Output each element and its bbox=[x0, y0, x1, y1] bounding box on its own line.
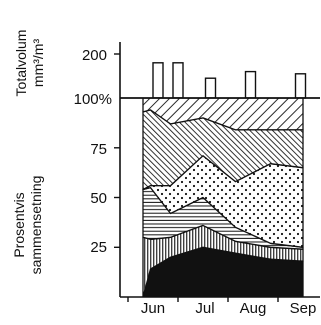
top-axis-title-line2: mm³/m³ bbox=[30, 39, 46, 88]
tick-label-100pct: 100% bbox=[74, 91, 112, 108]
bottom-axis-title-line2: sammensetning bbox=[28, 176, 44, 275]
tick-label-25: 25 bbox=[90, 239, 107, 256]
volume-bar-3 bbox=[244, 70, 257, 99]
x-label-jul: Jul bbox=[195, 300, 214, 317]
x-label-aug: Aug bbox=[240, 300, 267, 317]
area-diagonal-wide bbox=[142, 98, 304, 131]
composition-areas bbox=[142, 98, 304, 297]
volume-bar-1 bbox=[172, 62, 184, 99]
bottom-axis-title-line1: Prosentvis bbox=[11, 192, 27, 257]
volume-bar-0 bbox=[152, 62, 164, 99]
x-label-sep: Sep bbox=[290, 300, 317, 317]
volume-bar-4 bbox=[294, 73, 307, 99]
tick-label-50: 50 bbox=[90, 190, 107, 207]
axis-ticks bbox=[114, 53, 279, 302]
x-label-jun: Jun bbox=[141, 300, 165, 317]
tick-label-200: 200 bbox=[82, 47, 107, 64]
volume-bar-2 bbox=[204, 77, 217, 99]
top-axis-title-line1: Totalvolum bbox=[13, 30, 29, 97]
total-volume-bars bbox=[152, 62, 307, 99]
tick-label-75: 75 bbox=[90, 141, 107, 158]
